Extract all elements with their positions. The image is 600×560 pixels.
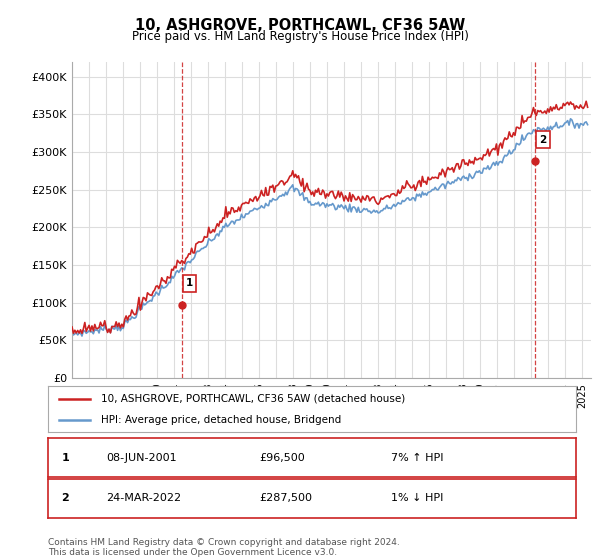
Text: 10, ASHGROVE, PORTHCAWL, CF36 5AW (detached house): 10, ASHGROVE, PORTHCAWL, CF36 5AW (detac… xyxy=(101,394,405,404)
Text: 7% ↑ HPI: 7% ↑ HPI xyxy=(391,452,444,463)
Text: Price paid vs. HM Land Registry's House Price Index (HPI): Price paid vs. HM Land Registry's House … xyxy=(131,30,469,43)
Text: 08-JUN-2001: 08-JUN-2001 xyxy=(106,452,177,463)
Text: Contains HM Land Registry data © Crown copyright and database right 2024.
This d: Contains HM Land Registry data © Crown c… xyxy=(48,538,400,557)
Text: HPI: Average price, detached house, Bridgend: HPI: Average price, detached house, Brid… xyxy=(101,415,341,425)
Text: 24-MAR-2022: 24-MAR-2022 xyxy=(106,493,181,503)
Text: 2: 2 xyxy=(539,134,547,144)
Text: £96,500: £96,500 xyxy=(259,452,305,463)
Text: 1: 1 xyxy=(186,278,193,288)
Text: 1% ↓ HPI: 1% ↓ HPI xyxy=(391,493,443,503)
Text: 2: 2 xyxy=(61,493,69,503)
Text: 10, ASHGROVE, PORTHCAWL, CF36 5AW: 10, ASHGROVE, PORTHCAWL, CF36 5AW xyxy=(135,18,465,33)
Text: 1: 1 xyxy=(61,452,69,463)
Text: £287,500: £287,500 xyxy=(259,493,312,503)
